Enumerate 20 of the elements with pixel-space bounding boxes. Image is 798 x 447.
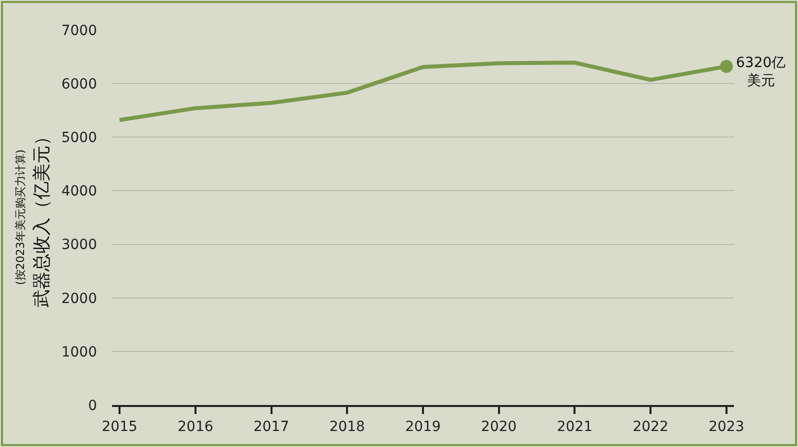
x-tick-label: 2021 — [556, 418, 593, 435]
y-tick-label: 7000 — [61, 22, 97, 39]
y-tick-label: 5000 — [61, 130, 97, 146]
y-tick-label: 3000 — [61, 237, 97, 254]
y-axis-title: 武器总收入（亿美元） — [32, 128, 53, 308]
x-tick-label: 2016 — [178, 418, 214, 435]
x-tick-label: 2023 — [708, 418, 744, 435]
y-tick-label: 6000 — [61, 76, 97, 92]
x-tick-label: 2017 — [253, 418, 290, 435]
text: (按2023年美元购买力计算) — [14, 149, 27, 285]
y-tick-label: 1000 — [61, 344, 97, 360]
x-tick-label: 2020 — [481, 418, 517, 435]
y-tick-label: 0 — [88, 398, 97, 414]
annotation: 6320亿美元 — [736, 55, 786, 90]
y-tick-label: 4000 — [61, 184, 97, 200]
x-tick-label: 2018 — [329, 418, 365, 435]
x-tick-label: 2015 — [102, 418, 138, 435]
x-tick-label: 2022 — [632, 418, 668, 435]
y-tick-label: 2000 — [61, 290, 97, 307]
x-tick-label: 2019 — [405, 418, 441, 435]
